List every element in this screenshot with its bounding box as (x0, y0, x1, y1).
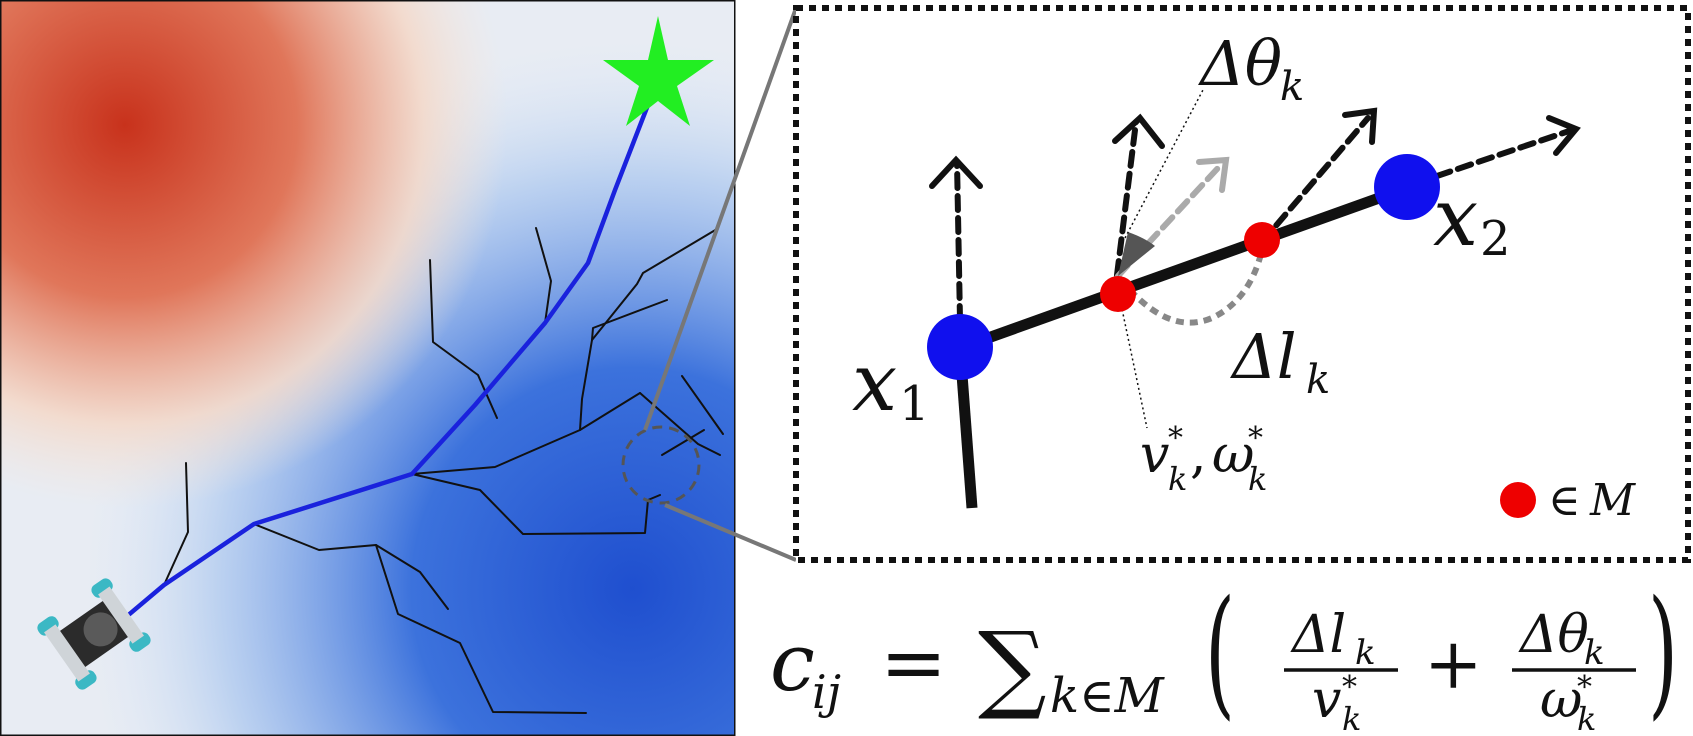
frac1-num-sub: k (1355, 633, 1376, 673)
tree-branch (579, 228, 718, 431)
leader-dtheta (1124, 87, 1205, 239)
frac2-num: Δθ (1518, 605, 1589, 665)
length-arc (1127, 249, 1265, 326)
label-w: ω (1212, 425, 1254, 485)
heading-arrow (1434, 115, 1581, 179)
label-x2-base: x (1433, 171, 1478, 264)
label-x1-sub: 1 (899, 376, 930, 432)
legend-set: M (1589, 475, 1636, 526)
label-v-sub: k (1168, 460, 1187, 498)
label-w-sup: * (1248, 421, 1263, 456)
dashed-circle-icon (621, 425, 701, 505)
frac1-den: v (1312, 670, 1341, 730)
heading-arrow (1112, 113, 1165, 278)
best-path (110, 89, 656, 631)
marker-point (1100, 276, 1136, 312)
legend: ∈ M (1500, 475, 1636, 526)
cost-map (0, 0, 735, 736)
legend-marker (1500, 482, 1536, 518)
frac2-den-sup: * (1577, 670, 1592, 705)
label-v-sup: * (1168, 421, 1183, 456)
tree-branch (163, 462, 189, 586)
label-dtheta-base: Δθ (1198, 27, 1282, 100)
inset-panel: x 1 x 2 Δθ k Δl k v * k , ω * k ∈ M (793, 5, 1691, 563)
angle-wedge (1118, 232, 1155, 276)
zoom-connector-top (643, 7, 798, 431)
marker-point (1244, 222, 1280, 258)
formula-rparen: ) (1648, 570, 1678, 734)
frac1-num: Δl (1290, 605, 1346, 665)
label-x1-base: x (852, 336, 897, 429)
legend-symbol: ∈ (1548, 475, 1581, 526)
tree-branch (411, 392, 641, 475)
formula-plus: + (1424, 623, 1483, 705)
map-border (0, 0, 736, 736)
label-dl-base: Δl (1230, 320, 1297, 393)
formula-sum-sub: k∈M (1050, 668, 1166, 724)
edge-main (958, 182, 1409, 354)
leader-v (1117, 289, 1148, 429)
star-icon (603, 16, 714, 126)
tree-branch (591, 299, 668, 341)
tree-branch (639, 392, 721, 456)
frac1-den-sub: k (1342, 700, 1361, 736)
frac2-num-sub: k (1584, 633, 1605, 673)
formula-lhs-sub: ij (812, 665, 841, 719)
node-x2 (1374, 154, 1440, 220)
node-x1 (927, 314, 993, 380)
cost-formula: c ij = ∑ k∈M ( Δl k v * k + Δθ k ω * k ) (770, 570, 1678, 736)
label-x2-sub: 2 (1480, 211, 1511, 267)
label-sep: , (1190, 425, 1207, 485)
formula-eq: = (880, 616, 947, 709)
tree-branch (375, 544, 587, 714)
label-velocities: v * k , ω * k (1140, 421, 1267, 498)
frac1-den-sup: * (1342, 670, 1357, 705)
tree-branch (535, 227, 552, 324)
label-w-sub: k (1248, 460, 1267, 498)
robot-icon (37, 578, 151, 690)
formula-lparen: ( (1205, 570, 1235, 734)
formula-lhs: c (770, 616, 815, 709)
label-dtheta-sub: k (1280, 64, 1304, 110)
frac2-den-sub: k (1577, 700, 1596, 736)
frac2-den: ω (1540, 670, 1582, 730)
label-dl-sub: k (1306, 357, 1330, 403)
tree-branches (163, 227, 724, 714)
zoom-connector-bottom (664, 503, 797, 562)
tree-branch (429, 259, 498, 419)
heading-arrow (929, 155, 983, 323)
heading-arrow (1259, 107, 1378, 245)
formula-sum: ∑ (978, 611, 1047, 723)
inset-border (793, 5, 1691, 563)
tree-branch (661, 429, 705, 456)
label-v: v (1140, 425, 1169, 485)
tree-branch (681, 375, 724, 435)
tree-branch (411, 473, 661, 535)
